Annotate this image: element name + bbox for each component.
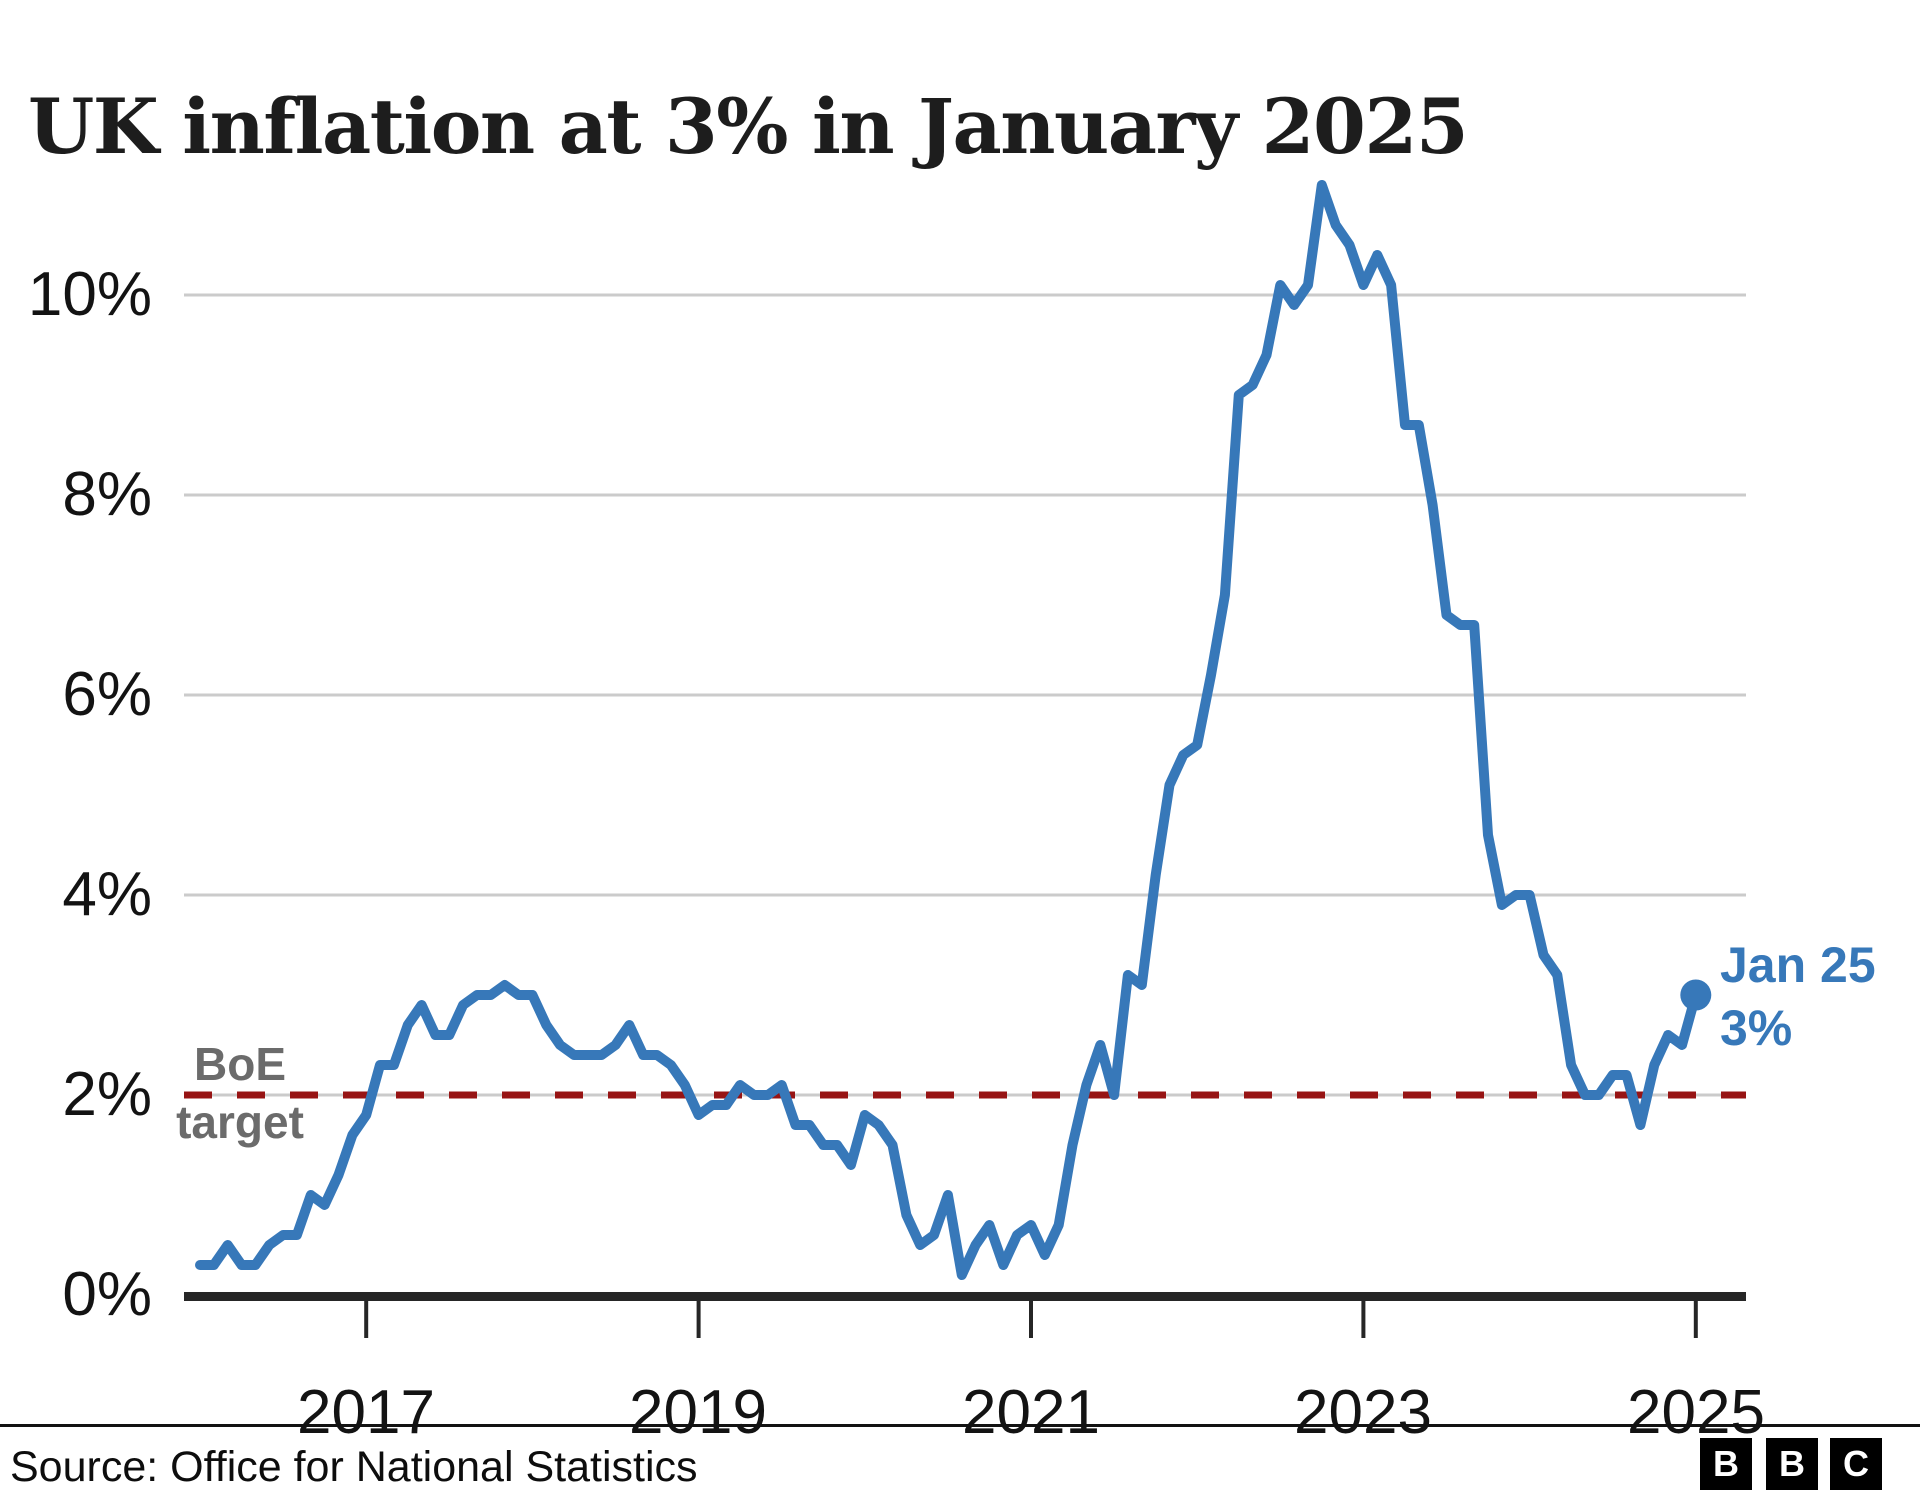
- bbc-logo-block-b1: B: [1700, 1438, 1752, 1490]
- y-axis-label-4pct: 4%: [62, 860, 152, 929]
- x-axis-label-2019: 2019: [629, 1378, 767, 1447]
- x-axis-label-2021: 2021: [962, 1378, 1100, 1447]
- boe-target-label-line1: BoE: [194, 1038, 286, 1090]
- bbc-logo: B B C: [1700, 1438, 1884, 1490]
- gridlines: [184, 293, 1746, 1097]
- endpoint-label-value: 3%: [1720, 1000, 1793, 1056]
- x-axis-baseline-and-ticks: [184, 1292, 1746, 1338]
- page-title: UK inflation at 3% in January 2025: [28, 81, 1469, 171]
- endpoint-label-date: Jan 25: [1720, 937, 1876, 993]
- x-axis-label-2025: 2025: [1627, 1378, 1765, 1447]
- y-axis-label-0pct: 0%: [62, 1260, 152, 1329]
- x-axis-label-2017: 2017: [297, 1378, 435, 1447]
- footer-divider: [0, 1424, 1920, 1427]
- y-axis-label-2pct: 2%: [62, 1060, 152, 1129]
- inflation-data-line: [195, 180, 1701, 1280]
- y-axis-label-8pct: 8%: [62, 460, 152, 529]
- bbc-logo-block-b2: B: [1766, 1438, 1818, 1490]
- boe-target-label-line2: target: [176, 1096, 304, 1148]
- x-axis-label-2023: 2023: [1294, 1378, 1432, 1447]
- source-attribution: Source: Office for National Statistics: [10, 1443, 698, 1491]
- bbc-logo-block-c: C: [1830, 1438, 1882, 1490]
- y-axis-label-6pct: 6%: [62, 660, 152, 729]
- y-axis-label-10pct: 10%: [27, 260, 152, 329]
- endpoint-dot: [1680, 979, 1712, 1011]
